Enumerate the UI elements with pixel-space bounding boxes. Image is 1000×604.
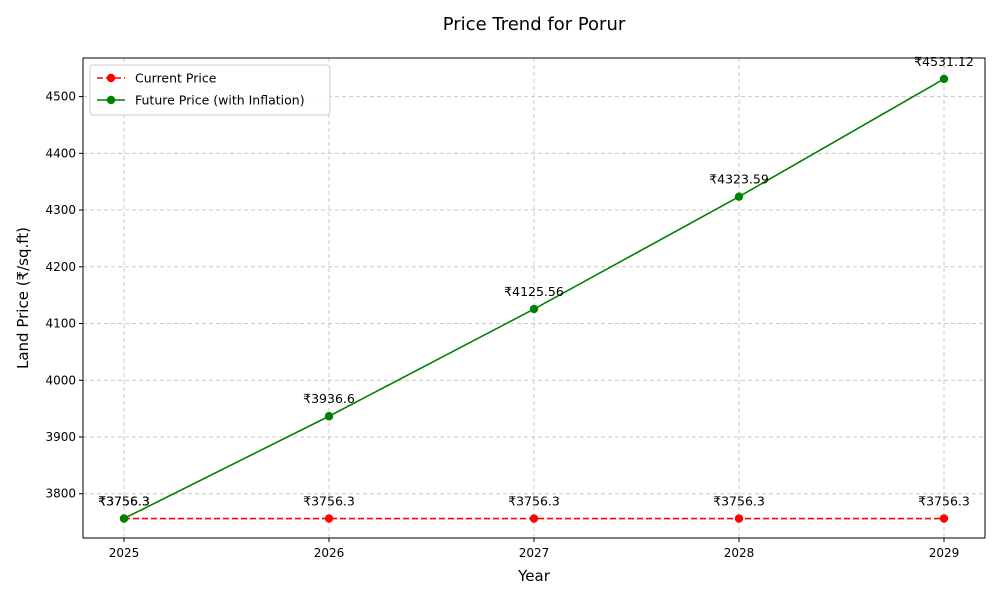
series-layer xyxy=(119,74,949,523)
x-tick-label: 2027 xyxy=(519,546,550,560)
series-1-point xyxy=(324,412,334,421)
series-1-point xyxy=(119,514,129,523)
series-1-point xyxy=(734,192,744,201)
series-1-point xyxy=(529,304,539,314)
y-tick-label: 4000 xyxy=(45,373,76,387)
series-0-point xyxy=(939,514,949,523)
series-0-point xyxy=(734,514,744,523)
legend: Current Price Future Price (with Inflatio… xyxy=(89,64,331,116)
legend-marker-0 xyxy=(106,73,116,83)
data-label: ₹4125.56 xyxy=(504,284,564,299)
x-tick-label: 2025 xyxy=(109,546,140,560)
data-label: ₹3756.3 xyxy=(918,494,970,509)
chart-title: Price Trend for Porur xyxy=(443,14,626,35)
series-1-point xyxy=(939,74,949,84)
x-axis-ticks: 2025 2026 2027 2028 2029 xyxy=(109,538,960,560)
grid xyxy=(83,58,985,538)
legend-label-0: Current Price xyxy=(135,71,217,86)
x-axis-label: Year xyxy=(517,567,551,585)
y-tick-label: 4100 xyxy=(45,317,76,331)
y-tick-label: 4500 xyxy=(45,90,76,104)
y-tick-label: 4300 xyxy=(45,203,76,217)
data-label: ₹3756.3 xyxy=(303,494,355,509)
data-label: ₹3936.6 xyxy=(303,391,355,406)
y-tick-label: 4200 xyxy=(45,260,76,274)
data-label: ₹3756.3 xyxy=(98,494,150,509)
y-tick-label: 3900 xyxy=(45,430,76,444)
data-label: ₹4323.59 xyxy=(709,172,769,187)
legend-label-1: Future Price (with Inflation) xyxy=(135,93,305,108)
x-tick-label: 2029 xyxy=(929,546,960,560)
y-tick-label: 3800 xyxy=(45,487,76,501)
data-labels: ₹3756.3 ₹3756.3 ₹3756.3 ₹3756.3 ₹3756.3₹3756… xyxy=(98,54,974,509)
legend-box xyxy=(89,64,331,116)
y-axis-label: Land Price (₹/sq.ft) xyxy=(14,227,32,369)
x-tick-label: 2028 xyxy=(724,546,755,560)
legend-marker-1 xyxy=(106,95,116,105)
series-0-point xyxy=(324,514,334,523)
data-label: ₹3756.3 xyxy=(508,494,560,509)
y-axis-ticks: 3800 3900 4000 4100 4200 4300 4400 4500 xyxy=(45,90,83,501)
data-label: ₹3756.3 xyxy=(713,494,765,509)
data-label: ₹4531.12 xyxy=(914,54,974,69)
y-tick-label: 4400 xyxy=(45,146,76,160)
x-tick-label: 2026 xyxy=(314,546,345,560)
data-label: ₹3756.3 xyxy=(98,494,150,509)
series-0-point xyxy=(529,514,539,523)
